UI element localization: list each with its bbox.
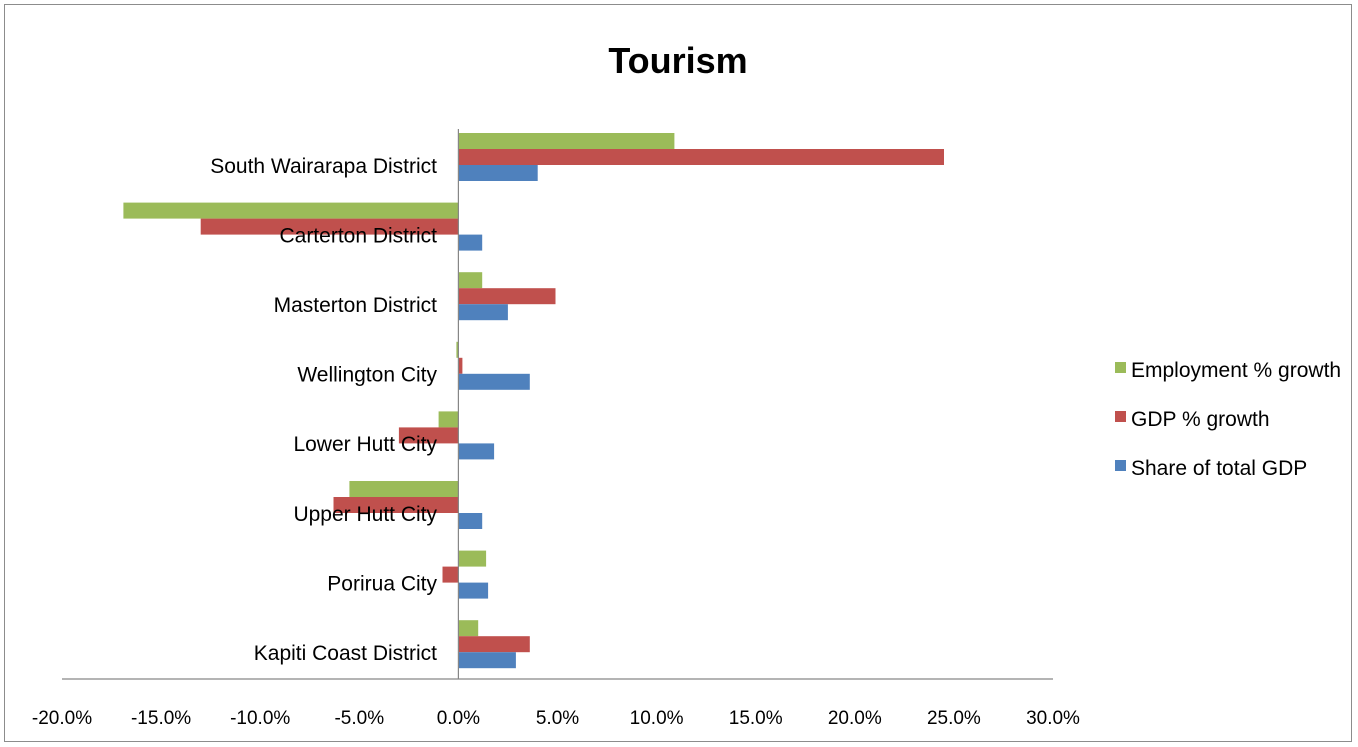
x-tick-labels: -20.0% -15.0% -10.0% -5.0% 0.0% 5.0% 10.0% 15.0… — [32, 708, 1080, 729]
legend-label-share-of-total-gdp: Share of total GDP — [1131, 457, 1307, 480]
x-tick-label: -10.0% — [230, 708, 290, 729]
x-tick-label: 20.0% — [828, 708, 882, 729]
x-tick-label: 30.0% — [1026, 708, 1080, 729]
category-label-south-wairarapa-district: South Wairarapa District — [210, 155, 437, 178]
bar-masterton-district-gdp-growth — [458, 288, 556, 305]
x-tick-label: 10.0% — [630, 708, 684, 729]
bar-wellington-city-share-of-total-gdp — [458, 373, 530, 390]
legend-swatch-share-of-total-gdp — [1115, 460, 1126, 471]
x-tick-label: -5.0% — [334, 708, 384, 729]
bar-carterton-district-employment-growth — [123, 202, 459, 219]
x-tick-label: -15.0% — [131, 708, 191, 729]
legend: Employment % growth GDP % growth Share of … — [1115, 359, 1341, 480]
bar-wellington-city-gdp-growth — [458, 357, 463, 374]
category-label-lower-hutt-city: Lower Hutt City — [293, 433, 437, 456]
bar-south-wairarapa-district-share-of-total-gdp — [458, 165, 538, 181]
bar-upper-hutt-city-employment-growth — [349, 481, 459, 497]
category-label-upper-hutt-city: Upper Hutt City — [293, 503, 437, 526]
chart-frame — [4, 4, 1352, 742]
category-label-wellington-city: Wellington City — [297, 364, 437, 387]
chart-title: Tourism — [608, 40, 747, 81]
category-label-porirua-city: Porirua City — [327, 572, 437, 595]
bar-lower-hutt-city-share-of-total-gdp — [458, 443, 495, 460]
bar-masterton-district-share-of-total-gdp — [458, 304, 508, 321]
bar-kapiti-coast-district-share-of-total-gdp — [458, 652, 516, 669]
bar-kapiti-coast-district-gdp-growth — [458, 636, 530, 653]
bar-porirua-city-employment-growth — [458, 550, 487, 567]
bar-porirua-city-gdp-growth — [442, 566, 459, 583]
bar-wellington-city-employment-growth — [456, 341, 459, 358]
bar-lower-hutt-city-employment-growth — [438, 411, 459, 428]
bar-porirua-city-share-of-total-gdp — [458, 582, 489, 599]
bar-south-wairarapa-district-employment-growth — [458, 133, 675, 149]
category-label-carterton-district: Carterton District — [279, 224, 437, 247]
bar-carterton-district-share-of-total-gdp — [458, 234, 483, 251]
x-tick-label: 5.0% — [536, 708, 579, 729]
category-labels: South Wairarapa District Carterton Distri… — [210, 155, 437, 665]
bar-south-wairarapa-district-gdp-growth — [458, 149, 944, 165]
x-tick-label: 0.0% — [437, 708, 480, 729]
bar-kapiti-coast-district-employment-growth — [458, 620, 479, 637]
legend-label-employment-growth: Employment % growth — [1131, 359, 1341, 382]
x-tick-label: 15.0% — [729, 708, 783, 729]
x-tick-label: -20.0% — [32, 708, 92, 729]
x-tick-label: 25.0% — [927, 708, 981, 729]
legend-swatch-gdp-growth — [1115, 411, 1126, 422]
bar-lower-hutt-city-gdp-growth — [398, 427, 459, 444]
bar-masterton-district-employment-growth — [458, 272, 483, 289]
bar-upper-hutt-city-share-of-total-gdp — [458, 513, 483, 529]
bar-carterton-district-gdp-growth — [200, 218, 459, 235]
axes-group — [62, 129, 1053, 680]
bar-upper-hutt-city-gdp-growth — [333, 497, 459, 513]
legend-swatch-employment-growth — [1115, 362, 1126, 373]
category-label-masterton-district: Masterton District — [274, 294, 438, 317]
legend-label-gdp-growth: GDP % growth — [1131, 408, 1270, 431]
category-label-kapiti-coast-district: Kapiti Coast District — [254, 642, 437, 665]
bars-group — [123, 133, 944, 669]
